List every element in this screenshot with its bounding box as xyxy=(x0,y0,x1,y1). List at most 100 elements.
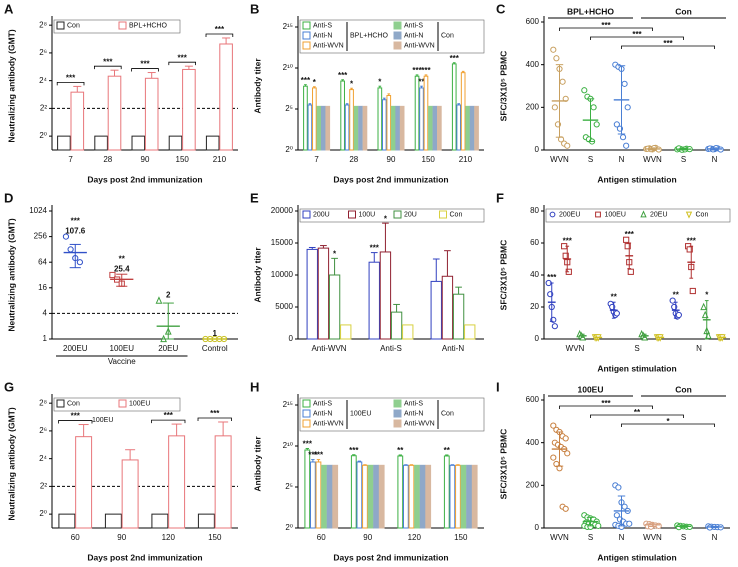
y-tick-label: 2¹⁰ xyxy=(283,63,293,72)
y-tick-label: 2² xyxy=(40,482,47,491)
panel-label: B xyxy=(250,1,259,16)
point xyxy=(615,484,622,491)
y-tick-label: 20000 xyxy=(271,206,294,215)
legend-label: Con xyxy=(450,211,463,218)
sig-bracket xyxy=(56,82,85,86)
point xyxy=(76,259,84,266)
legend-group-label: Con xyxy=(441,32,454,39)
point xyxy=(595,522,602,529)
bar xyxy=(423,75,429,151)
point xyxy=(640,210,647,218)
comparison-bracket xyxy=(559,405,653,409)
bar xyxy=(316,105,322,151)
x-tick-label: Anti-N xyxy=(442,344,464,353)
x-tick-label: 7 xyxy=(68,155,73,164)
point xyxy=(551,104,558,111)
panel: E Antibody titer 0 5000 10000 15000 20000 Anti-… xyxy=(250,190,485,353)
panel-label: G xyxy=(4,379,14,394)
bar xyxy=(356,461,363,529)
bar xyxy=(315,461,322,529)
bar xyxy=(452,293,465,340)
point xyxy=(564,142,571,149)
legend-label: Anti-S xyxy=(313,22,332,29)
bar xyxy=(197,513,215,529)
x-tick-label: S xyxy=(681,533,686,542)
x-tick-label: 60 xyxy=(71,533,80,542)
y-tick-label: 2¹⁵ xyxy=(283,400,293,409)
y-tick-label: 2⁰ xyxy=(285,523,293,532)
bar xyxy=(353,105,359,151)
legend-swatch xyxy=(393,210,402,219)
bar xyxy=(320,105,326,151)
bar xyxy=(94,135,108,151)
legend-swatch xyxy=(348,210,356,219)
comparison-bracket xyxy=(590,36,684,40)
legend-label: Anti-S xyxy=(404,22,423,29)
comparison-label: *** xyxy=(632,30,642,39)
legend-box xyxy=(299,397,485,432)
legend-swatch xyxy=(302,210,311,219)
legend-swatch xyxy=(302,419,311,428)
y-tick-label: 2⁶ xyxy=(39,426,47,435)
y-tick-label: 2⁰ xyxy=(39,131,47,140)
x-axis-title: Days post 2nd immunization xyxy=(333,552,448,562)
panel: B Antibody titer Days post 2nd immunizatio… xyxy=(250,1,485,184)
bar xyxy=(464,324,476,340)
bar xyxy=(58,513,76,529)
legend-group-label: 100EU xyxy=(350,410,371,417)
y-axis-title: SFC/3X10⁵ PBMC xyxy=(498,429,508,500)
x-tick-label: WVN xyxy=(643,533,662,542)
panel: H Antibody titer Days post 2nd immunizatio… xyxy=(250,379,485,562)
bar xyxy=(168,435,186,529)
bar xyxy=(144,77,159,151)
x-tick-label: S xyxy=(588,155,593,164)
sig-label: *** xyxy=(66,74,76,83)
bar xyxy=(309,461,316,529)
sig-label: *** xyxy=(370,244,380,253)
mean-label: 107.6 xyxy=(65,227,86,236)
sig-label: *** xyxy=(338,71,348,80)
y-tick-label: 10000 xyxy=(271,270,294,279)
y-tick-label: 60 xyxy=(530,238,539,247)
sig-label: * xyxy=(350,79,354,88)
point xyxy=(624,104,631,111)
comparison-label: *** xyxy=(601,399,611,408)
sig-label: *** xyxy=(563,236,573,245)
point xyxy=(689,287,696,295)
bar xyxy=(317,247,330,340)
point xyxy=(550,46,557,53)
legend-box xyxy=(53,19,181,34)
x-tick-label: 200EU xyxy=(63,344,88,353)
y-tick-label: 2⁵ xyxy=(285,104,293,113)
legend-swatch xyxy=(302,409,311,418)
x-axis-title: Days post 2nd immunization xyxy=(333,174,448,184)
bar xyxy=(419,464,426,529)
x-tick-label: WVN xyxy=(566,344,585,353)
point xyxy=(595,211,601,218)
point xyxy=(553,55,560,62)
y-tick-label: 2⁴ xyxy=(39,454,47,463)
sig-label: * xyxy=(384,214,388,223)
legend-label: Anti-S xyxy=(404,400,423,407)
y-axis-title: Antibody titer xyxy=(252,247,262,303)
point xyxy=(581,87,588,94)
y-tick-label: 200 xyxy=(526,102,540,111)
legend-label: Anti-WVN xyxy=(313,420,344,427)
point xyxy=(562,505,569,512)
sig-label: * xyxy=(705,291,709,300)
y-tick-label: 600 xyxy=(526,395,540,404)
legend-label: 20U xyxy=(404,211,417,218)
x-tick-label: N xyxy=(619,155,625,164)
group-label: 100EU xyxy=(578,384,604,394)
y-tick-label: 0 xyxy=(289,334,294,343)
legend-swatch xyxy=(302,399,311,408)
panel: I SFC/3X10⁵ PBMC Antigen stimulation 0 200 40… xyxy=(496,379,730,562)
y-axis-title: Neutralizing antibody (GMT) xyxy=(6,407,16,520)
bar xyxy=(205,135,220,151)
legend-label: 200U xyxy=(313,211,330,218)
sig-label: *** xyxy=(308,451,318,460)
legend-swatch xyxy=(393,41,402,50)
y-tick-label: 2⁸ xyxy=(39,20,47,29)
bar xyxy=(390,311,403,340)
point xyxy=(613,512,620,519)
